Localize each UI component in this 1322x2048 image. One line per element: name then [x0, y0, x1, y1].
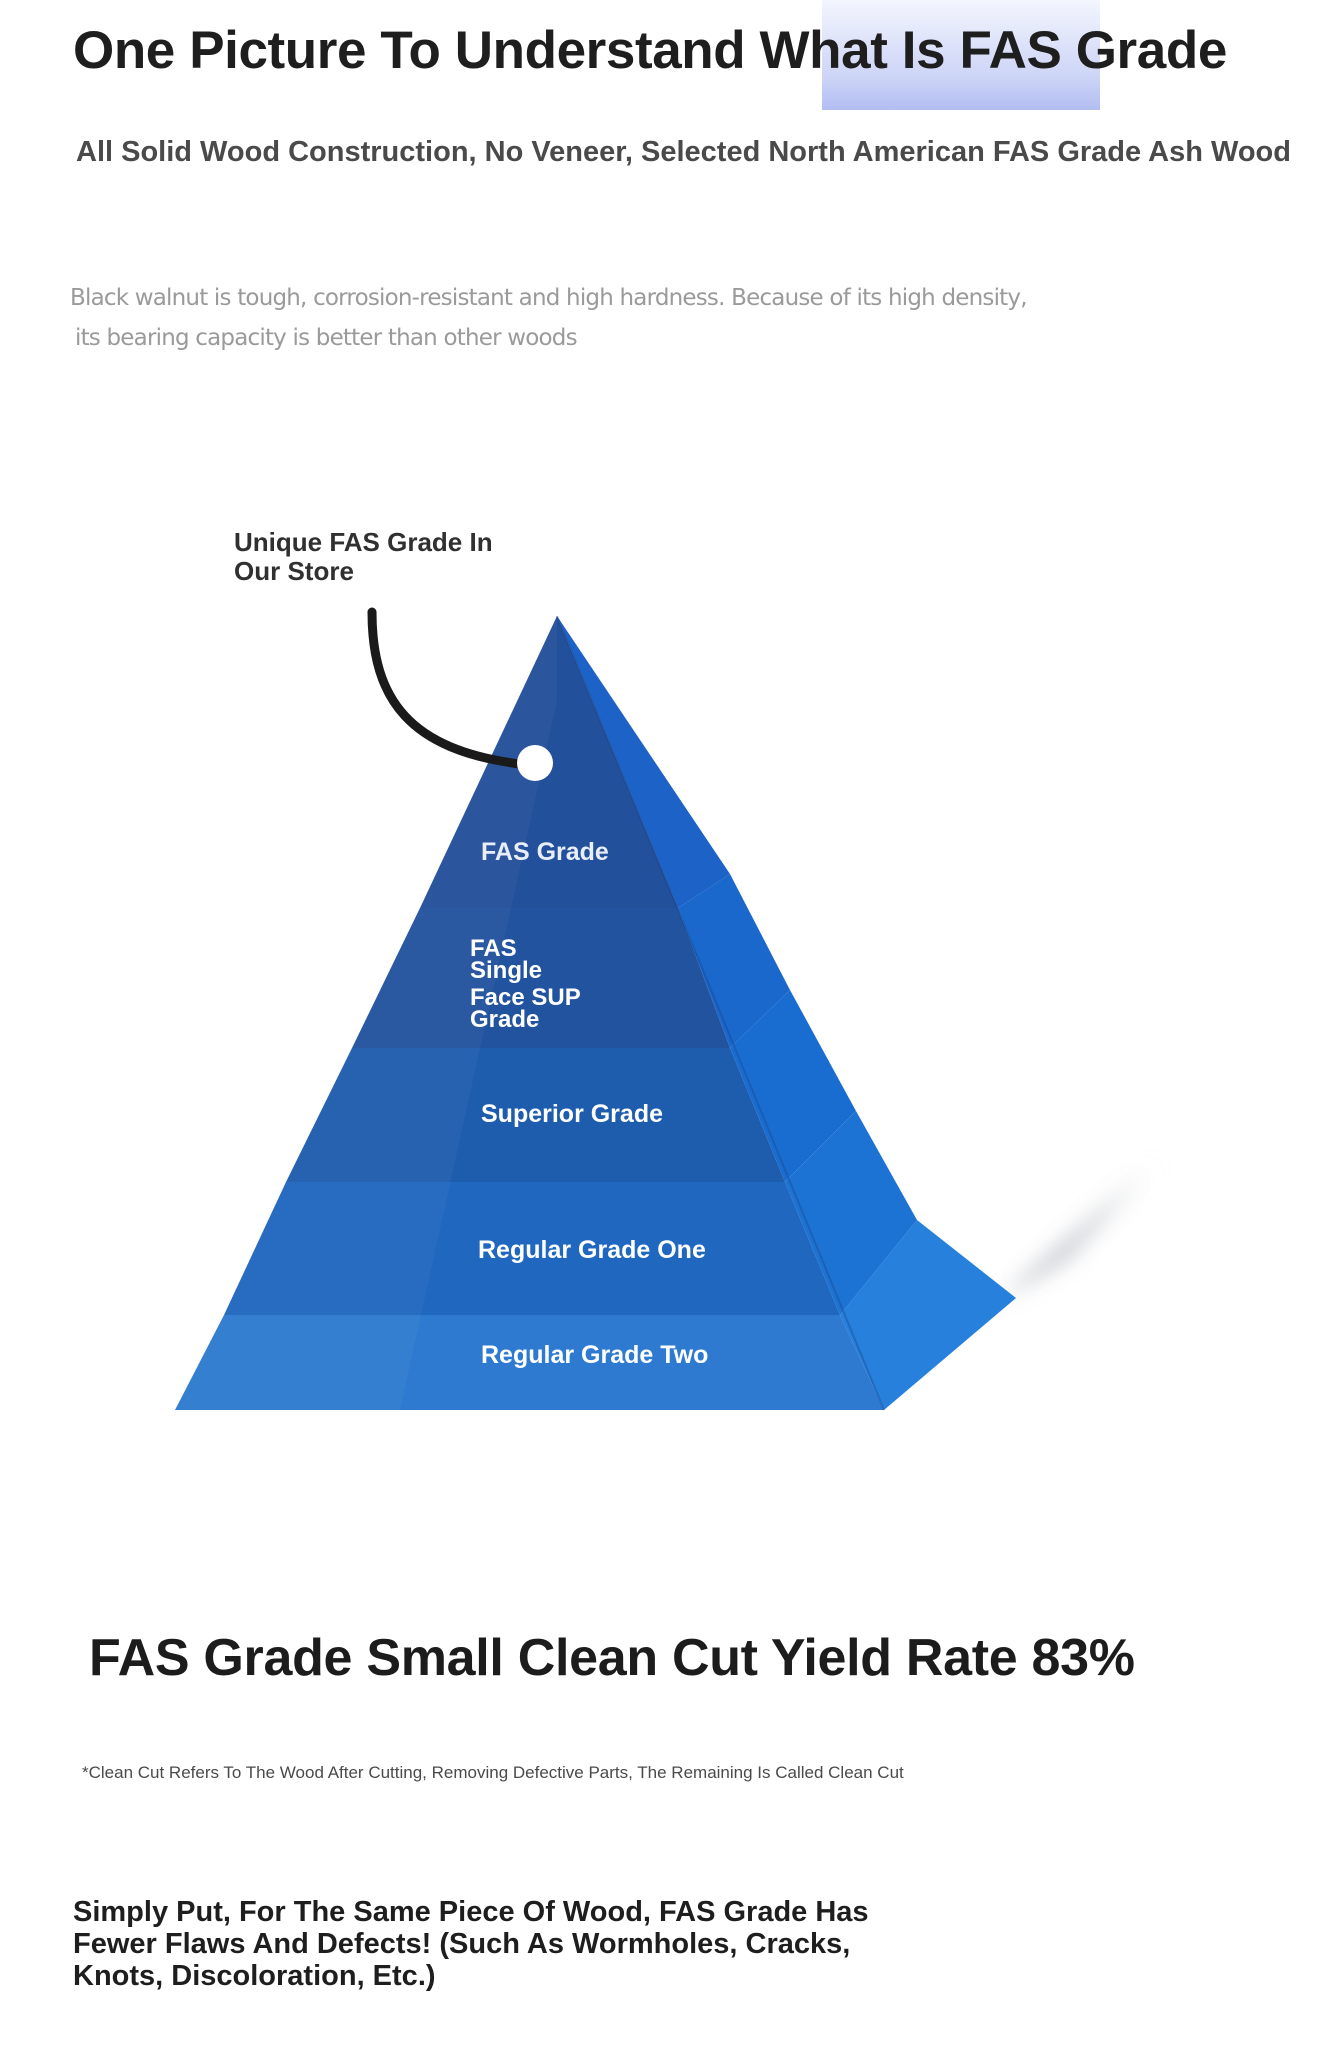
tier-label-fas-single-face-sup: FAS Single Face SUP Grade [470, 935, 581, 1033]
tier-superior-side [730, 990, 856, 1182]
tier-label-regular-one: Regular Grade One [478, 1236, 706, 1264]
tier-regular-one-side [785, 1111, 917, 1315]
tier-fas-single-face-sup-front [352, 908, 730, 1048]
tier-regular-one-front [224, 1182, 840, 1315]
callout-label: Unique FAS Grade In Our Store [234, 528, 534, 586]
tier-label-fas-grade: FAS Grade [481, 838, 609, 866]
tier-label-superior: Superior Grade [481, 1100, 663, 1128]
tier-regular-two-side [840, 1220, 1016, 1410]
wood-description: Black walnut is tough, corrosion-resista… [70, 278, 1030, 358]
grade-pyramid [175, 607, 1165, 1411]
description-line-2: its bearing capacity is better than othe… [75, 325, 578, 351]
pyramid-shadow-core [1012, 1175, 1140, 1288]
tier-label-line: Face SUP [470, 984, 581, 1011]
callout-line-1: Unique FAS Grade In [234, 527, 493, 557]
page-subtitle: All Solid Wood Construction, No Veneer, … [76, 136, 1291, 168]
tier-label-line: Single [470, 957, 543, 984]
pyramid-ridge [556, 615, 885, 1411]
summary-line-3: Knots, Discoloration, Etc.) [73, 1960, 436, 1992]
tier-superior-front [286, 1048, 785, 1182]
tier-label-line: FAS [470, 935, 517, 962]
callout-pointer-dot [517, 745, 553, 781]
description-line-1: Black walnut is tough, corrosion-resista… [70, 285, 1028, 311]
tier-fas-single-face-sup-side [678, 874, 790, 1048]
tier-regular-two-front [175, 1315, 884, 1410]
title-highlight [822, 0, 1100, 110]
callout-line-2: Our Store [234, 556, 354, 586]
summary-line-2: Fewer Flaws And Defects! (Such As Wormho… [73, 1928, 851, 1960]
summary-text: Simply Put, For The Same Piece Of Wood, … [73, 1896, 893, 1992]
tier-label-line: Grade [470, 1006, 540, 1033]
summary-line-1: Simply Put, For The Same Piece Of Wood, … [73, 1896, 869, 1928]
yield-rate-title: FAS Grade Small Clean Cut Yield Rate 83% [89, 1629, 1135, 1687]
page-title: One Picture To Understand What Is FAS Gr… [73, 21, 1227, 80]
tier-fas-grade-side [557, 616, 730, 908]
callout-pointer-line [367, 607, 525, 769]
front-sheen [175, 616, 557, 1410]
tier-label-regular-two: Regular Grade Two [481, 1341, 709, 1369]
clean-cut-note: *Clean Cut Refers To The Wood After Cutt… [82, 1763, 904, 1782]
